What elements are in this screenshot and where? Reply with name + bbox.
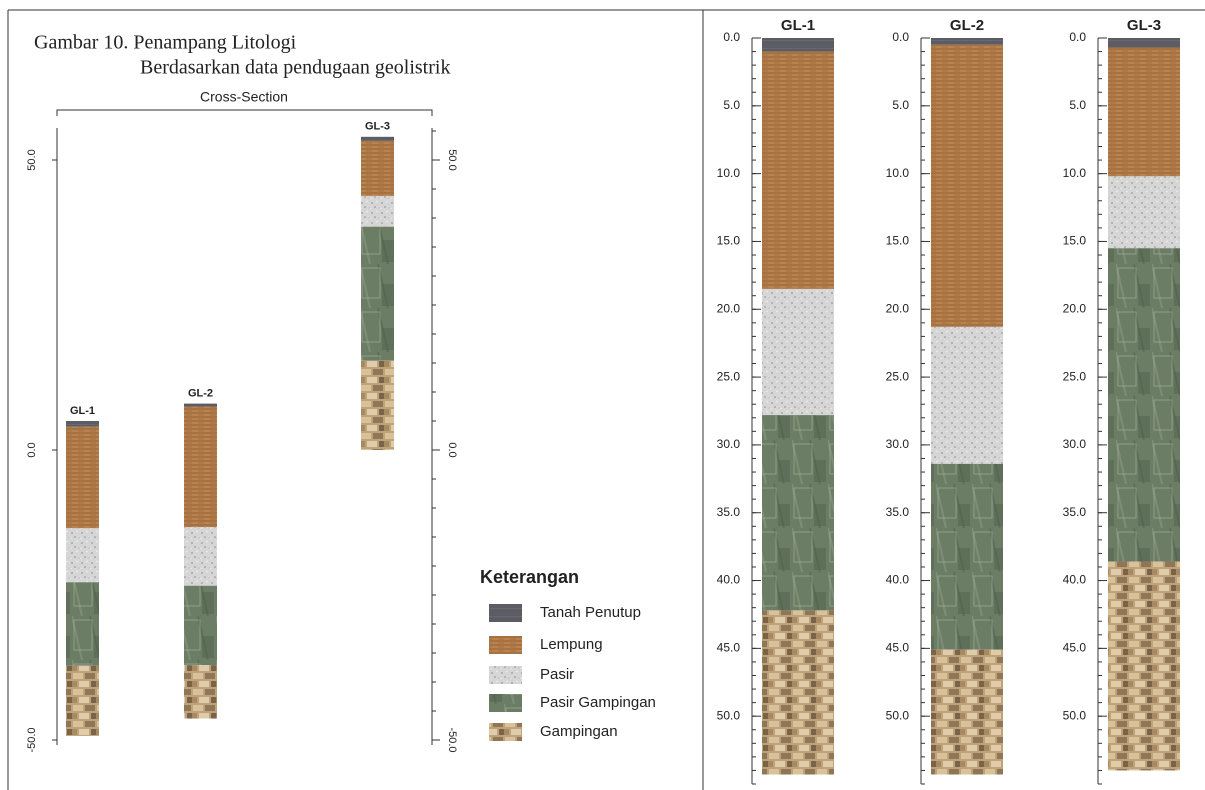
y-tick-label: 20.0 xyxy=(1063,301,1087,315)
title-line1: Gambar 10. Penampang Litologi xyxy=(34,32,297,54)
well-name: GL-1 xyxy=(781,17,815,34)
well-name: GL-3 xyxy=(1127,17,1161,34)
y-tick-label: 50.0 xyxy=(1063,708,1087,722)
legend-swatch xyxy=(489,694,522,712)
legend-label: Pasir xyxy=(540,666,574,683)
y-tick-label: 5.0 xyxy=(1069,98,1086,112)
section-layer xyxy=(184,407,217,528)
layer xyxy=(762,38,834,52)
y-tick-label: 40.0 xyxy=(886,573,910,587)
well-name: GL-1 xyxy=(70,405,95,417)
layer xyxy=(762,289,834,415)
y-tick-label: 25.0 xyxy=(1063,369,1087,383)
cross-section-label: Cross-Section xyxy=(200,89,288,105)
y-tick-label: 20.0 xyxy=(717,301,741,315)
y-tick-label: 50.0 xyxy=(446,149,458,170)
layer xyxy=(762,52,834,289)
y-tick-label: 30.0 xyxy=(717,437,741,451)
layer xyxy=(1108,562,1180,771)
legend-swatch xyxy=(489,604,522,622)
legend-swatch xyxy=(489,636,522,654)
section-layer xyxy=(66,666,99,736)
y-tick-label: 25.0 xyxy=(886,369,910,383)
y-tick-label: 35.0 xyxy=(1063,505,1087,519)
y-tick-label: 0.0 xyxy=(26,442,38,457)
y-tick-label: -50.0 xyxy=(26,727,38,752)
figure: Gambar 10. Penampang Litologi Berdasarka… xyxy=(0,0,1205,790)
layer xyxy=(762,415,834,610)
layer xyxy=(931,38,1003,45)
section-layer xyxy=(361,227,394,361)
layer xyxy=(1108,248,1180,561)
title-line2: Berdasarkan data pendugaan geolistrik xyxy=(140,57,450,79)
legend-label: Gampingan xyxy=(540,723,618,740)
section-layer xyxy=(361,196,394,227)
legend-swatch xyxy=(489,666,522,684)
legend-swatch xyxy=(489,723,522,741)
y-tick-label: 30.0 xyxy=(886,437,910,451)
legend-title: Keterangan xyxy=(480,567,579,587)
y-tick-label: 10.0 xyxy=(886,166,910,180)
y-tick-label: 0.0 xyxy=(892,30,909,44)
layer xyxy=(931,327,1003,464)
section-layer xyxy=(361,137,394,141)
layer xyxy=(931,45,1003,327)
y-tick-label: -50.0 xyxy=(446,727,458,752)
y-tick-label: 35.0 xyxy=(717,505,741,519)
section-layer xyxy=(184,665,217,718)
well-name: GL-3 xyxy=(365,121,390,133)
legend-label: Pasir Gampingan xyxy=(540,694,656,711)
y-tick-label: 30.0 xyxy=(1063,437,1087,451)
y-tick-label: 0.0 xyxy=(446,442,458,457)
section-layer xyxy=(184,527,217,586)
layer xyxy=(762,610,834,774)
y-tick-label: 40.0 xyxy=(717,573,741,587)
y-tick-label: 5.0 xyxy=(892,98,909,112)
y-tick-label: 35.0 xyxy=(886,505,910,519)
section-layer xyxy=(66,528,99,582)
y-tick-label: 0.0 xyxy=(723,30,740,44)
y-tick-label: 15.0 xyxy=(886,234,910,248)
layer xyxy=(931,650,1003,775)
section-layer xyxy=(66,427,99,529)
y-tick-label: 50.0 xyxy=(886,708,910,722)
y-tick-label: 10.0 xyxy=(717,166,741,180)
y-tick-label: 0.0 xyxy=(1069,30,1086,44)
layer xyxy=(1108,38,1180,47)
layer xyxy=(1108,47,1180,176)
layer xyxy=(1108,176,1180,248)
section-layer xyxy=(66,421,99,427)
y-tick-label: 40.0 xyxy=(1063,573,1087,587)
well-name: GL-2 xyxy=(950,17,984,34)
y-tick-label: 15.0 xyxy=(717,234,741,248)
y-tick-label: 50.0 xyxy=(26,149,38,170)
section-layer xyxy=(361,141,394,196)
well-name: GL-2 xyxy=(188,388,213,400)
legend-label: Tanah Penutup xyxy=(540,604,641,621)
layer xyxy=(931,464,1003,650)
y-tick-label: 25.0 xyxy=(717,369,741,383)
y-tick-label: 20.0 xyxy=(886,301,910,315)
y-tick-label: 10.0 xyxy=(1063,166,1087,180)
y-tick-label: 45.0 xyxy=(1063,641,1087,655)
y-tick-label: 45.0 xyxy=(717,641,741,655)
section-layer xyxy=(184,586,217,665)
y-tick-label: 5.0 xyxy=(723,98,740,112)
section-layer xyxy=(184,404,217,407)
section-layer xyxy=(361,361,394,450)
y-tick-label: 50.0 xyxy=(717,708,741,722)
section-layer xyxy=(66,582,99,666)
legend-label: Lempung xyxy=(540,636,603,653)
cross-section-bracket xyxy=(57,110,432,116)
y-tick-label: 45.0 xyxy=(886,641,910,655)
y-tick-label: 15.0 xyxy=(1063,234,1087,248)
